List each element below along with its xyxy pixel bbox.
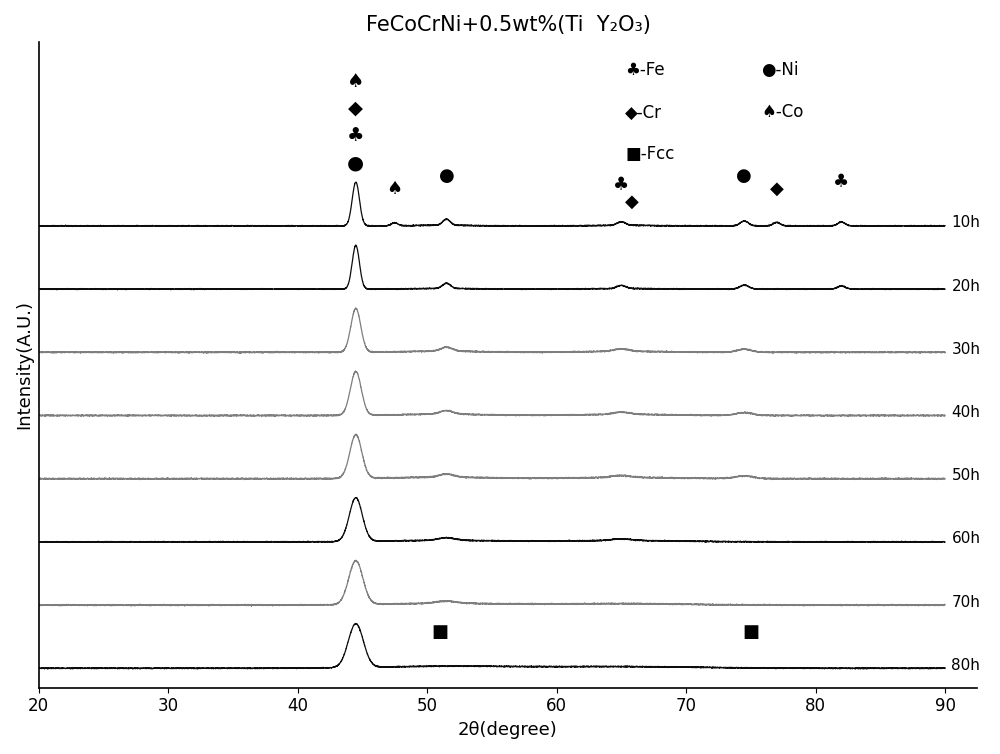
Text: 10h: 10h [951,216,980,231]
Text: 30h: 30h [951,342,980,357]
Text: ●-Ni: ●-Ni [761,62,799,79]
Text: 20h: 20h [951,279,980,293]
Text: 70h: 70h [951,595,980,610]
Text: ■-Fcc: ■-Fcc [625,146,675,164]
Text: ♠: ♠ [347,72,365,90]
Text: ◆: ◆ [770,179,784,198]
Text: ■: ■ [431,623,448,641]
Text: ♠-Co: ♠-Co [761,103,804,121]
Text: ♠: ♠ [387,179,403,198]
Title: FeCoCrNi+0.5wt%(Ti  Y₂O₃): FeCoCrNi+0.5wt%(Ti Y₂O₃) [366,15,650,35]
Text: 80h: 80h [951,657,980,673]
Text: ■: ■ [742,623,759,641]
Text: ◆-Cr: ◆-Cr [625,103,662,121]
Text: 60h: 60h [951,532,980,547]
Text: ◆: ◆ [348,99,363,118]
Text: ●: ● [439,167,454,185]
Text: ♣: ♣ [833,173,849,191]
Text: ◆: ◆ [625,192,639,210]
Text: 50h: 50h [951,468,980,483]
Text: ♣-Fe: ♣-Fe [625,62,665,79]
Text: ●: ● [736,167,752,185]
Y-axis label: Intensity(A.U.): Intensity(A.U.) [15,300,33,430]
Text: ●: ● [347,153,364,173]
Text: ♣: ♣ [613,176,629,195]
Text: 40h: 40h [951,405,980,420]
X-axis label: 2θ(degree): 2θ(degree) [458,721,558,739]
Text: ♣: ♣ [347,126,365,146]
